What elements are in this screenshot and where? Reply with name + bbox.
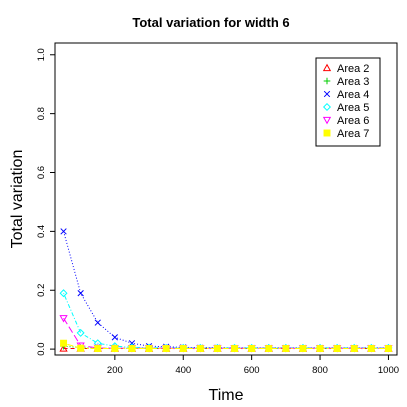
data-point	[76, 328, 85, 337]
y-axis-label: Total variation	[9, 150, 26, 249]
legend-marker	[322, 63, 332, 72]
data-point	[111, 345, 119, 352]
data-point	[145, 345, 153, 352]
data-point	[94, 345, 102, 352]
data-point	[77, 344, 85, 352]
data-point	[59, 344, 68, 352]
y-tick-label: 1.0	[36, 48, 47, 61]
data-point	[213, 345, 221, 352]
data-point	[350, 345, 358, 352]
y-tick-label: 0.6	[36, 166, 47, 179]
legend-label: Area 4	[337, 89, 369, 101]
data-point	[231, 345, 239, 352]
data-point	[162, 345, 170, 352]
series-layer	[59, 228, 393, 353]
x-tick-label: 800	[312, 365, 328, 376]
y-tick-label: 0.0	[36, 343, 47, 356]
legend-label: Area 5	[337, 102, 369, 114]
series-line	[63, 317, 389, 349]
x-tick-label: 600	[244, 365, 260, 376]
data-point	[248, 345, 256, 352]
series-4	[59, 289, 393, 352]
series-2	[60, 342, 392, 352]
y-tick-label: 0.8	[36, 107, 47, 120]
series-3	[60, 228, 392, 352]
data-point	[59, 315, 68, 323]
y-axis: 0.0 0.2 0.4 0.6 0.8 1.0	[36, 48, 55, 356]
legend-marker	[323, 129, 331, 137]
data-point	[60, 339, 68, 347]
chart-title: Total variation for width 6	[132, 15, 289, 30]
x-axis: 200 400 600 800 1000	[107, 355, 399, 376]
series-line	[63, 231, 389, 349]
y-tick-label: 0.2	[36, 284, 47, 297]
data-point	[367, 345, 375, 352]
data-point	[179, 345, 187, 352]
data-point	[299, 345, 307, 352]
data-point	[59, 289, 68, 298]
plot-area-frame	[54, 42, 398, 356]
data-point	[111, 334, 119, 341]
x-tick-label: 1000	[378, 365, 399, 376]
x-tick-label: 400	[175, 365, 191, 376]
data-point	[265, 345, 273, 352]
y-tick-label: 0.4	[36, 225, 47, 238]
data-point	[333, 345, 341, 352]
legend-label: Area 2	[337, 63, 369, 75]
data-point	[128, 345, 136, 352]
legend-marker	[322, 116, 332, 125]
x-axis-label: Time	[209, 387, 244, 404]
data-point	[316, 345, 324, 352]
data-point	[60, 228, 67, 235]
data-point	[384, 345, 392, 352]
data-point	[77, 290, 84, 297]
legend-marker	[323, 90, 331, 98]
legend-label: Area 3	[337, 76, 369, 88]
legend-marker	[322, 102, 332, 112]
legend-label: Area 7	[337, 128, 369, 140]
data-point	[282, 345, 290, 352]
x-tick-label: 200	[107, 365, 123, 376]
legend-label: Area 6	[337, 115, 369, 127]
data-point	[196, 345, 204, 352]
legend-marker	[323, 77, 331, 85]
series-6	[60, 339, 392, 352]
data-point	[94, 319, 101, 326]
